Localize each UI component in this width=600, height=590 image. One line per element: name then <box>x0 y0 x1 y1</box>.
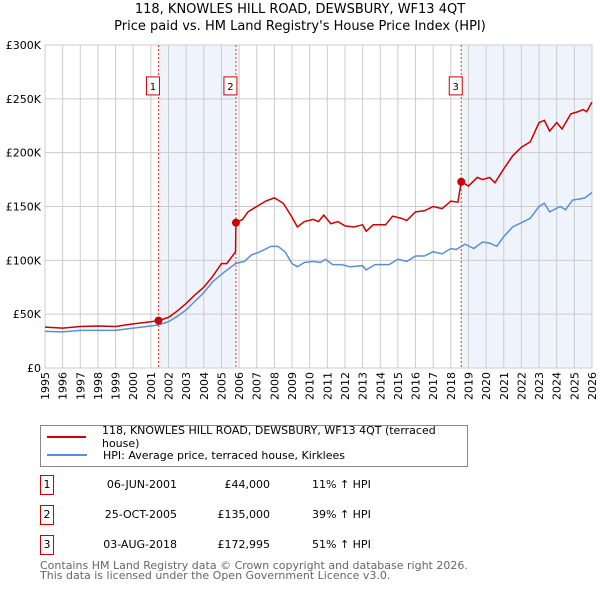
y-tick-label: £0 <box>27 362 41 375</box>
x-tick-label: 1995 <box>39 372 52 400</box>
x-tick-label: 2025 <box>568 372 581 400</box>
x-tick-label: 1998 <box>92 372 105 400</box>
sale-date: 06-JUN-2001 <box>106 478 177 491</box>
legend-label: HPI: Average price, terraced house, Kirk… <box>103 448 346 462</box>
x-tick-label: 2022 <box>515 372 528 400</box>
y-tick-label: £250K <box>6 93 42 106</box>
x-tick-label: 2009 <box>286 372 299 400</box>
sale-price: £135,000 <box>217 508 271 521</box>
x-tick-label: 2026 <box>586 372 599 400</box>
x-tick-label: 2008 <box>268 372 281 400</box>
plot-area: 1995 1996 1997 1998 1999 2000 2001 2002 2003 2004… <box>6 39 599 400</box>
x-tick-label: 1997 <box>74 372 87 400</box>
hpi-line <box>44 191 593 333</box>
sale-price: £172,995 <box>217 538 271 551</box>
x-tick-label: 2023 <box>533 372 546 400</box>
x-tick-label: 2017 <box>427 372 440 400</box>
x-tick-label: 2016 <box>410 372 423 400</box>
sale-marker-label: 1 <box>40 475 54 495</box>
x-tick-label: 2010 <box>304 372 317 400</box>
y-tick-label: £300K <box>6 39 42 52</box>
sale-marker-number: 2 <box>227 82 233 93</box>
sale-hpi-diff: 11% ↑ HPI <box>312 478 371 491</box>
sale-date: 25-OCT-2005 <box>104 508 177 521</box>
x-tick-label: 2013 <box>357 372 370 400</box>
y-tick-label: £150K <box>6 201 42 214</box>
x-tick-label: 1996 <box>57 372 70 400</box>
chart-title: 118, KNOWLES HILL ROAD, DEWSBURY, WF13 4… <box>134 2 466 17</box>
sale-marker-box <box>448 76 463 96</box>
sale-marker-box <box>145 76 160 96</box>
y-tick-label: £50K <box>13 308 42 321</box>
footer-licence: This data is licensed under the Open Gov… <box>40 569 391 582</box>
x-tick-label: 2019 <box>462 372 475 400</box>
sale-marker-label: 2 <box>40 505 54 525</box>
x-tick-label: 2014 <box>374 372 387 400</box>
x-tick-label: 2002 <box>163 372 176 400</box>
x-tick-label: 2012 <box>339 372 352 400</box>
price-paid-line <box>44 101 593 329</box>
y-tick-label: £100K <box>6 254 42 267</box>
sale-row: 2 25-OCT-2005 £135,000 39% ↑ HPI <box>40 505 440 525</box>
plot-border <box>44 44 593 369</box>
legend: 118, KNOWLES HILL ROAD, DEWSBURY, WF13 4… <box>40 424 468 467</box>
y-tick-label: £200K <box>6 147 42 160</box>
x-tick-label: 2024 <box>551 372 564 400</box>
x-tick-label: 2005 <box>215 372 228 400</box>
x-tick-label: 2007 <box>251 372 264 400</box>
x-tick-label: 1999 <box>110 372 123 400</box>
legend-item-hpi: HPI: Average price, terraced house, Kirk… <box>47 447 345 463</box>
sale-marker-box <box>223 76 238 96</box>
sale-hpi-diff: 51% ↑ HPI <box>312 538 371 551</box>
legend-swatch-red <box>47 436 86 438</box>
footer: Contains HM Land Registry data © Crown c… <box>40 559 468 582</box>
legend-item-property: 118, KNOWLES HILL ROAD, DEWSBURY, WF13 4… <box>47 424 467 450</box>
x-tick-label: 2003 <box>180 372 193 400</box>
footer-copyright: Contains HM Land Registry data © Crown c… <box>40 559 468 572</box>
x-tick-label: 2020 <box>480 372 493 400</box>
sale-marker-label: 3 <box>40 535 54 555</box>
x-tick-label: 2021 <box>498 372 511 400</box>
sale-hpi-diff: 39% ↑ HPI <box>312 508 371 521</box>
x-tick-label: 2000 <box>127 372 140 400</box>
sale-price: £44,000 <box>224 478 271 491</box>
legend-swatch-blue <box>47 454 87 456</box>
sale-marker-number: 3 <box>453 82 459 93</box>
x-tick-label: 2006 <box>233 372 246 400</box>
sale-date: 03-AUG-2018 <box>103 538 177 551</box>
sale-row: 3 03-AUG-2018 £172,995 51% ↑ HPI <box>40 535 440 555</box>
sale-marker-number: 1 <box>150 82 156 93</box>
legend-label: 118, KNOWLES HILL ROAD, DEWSBURY, WF13 4… <box>101 424 436 450</box>
x-tick-label: 2004 <box>198 372 211 400</box>
x-tick-label: 2015 <box>392 372 405 400</box>
x-tick-label: 2011 <box>321 372 334 400</box>
chart-subtitle: Price paid vs. HM Land Registry's House … <box>114 19 486 34</box>
sale-point <box>154 316 163 325</box>
x-tick-label: 2018 <box>445 372 458 400</box>
sale-point <box>457 177 466 186</box>
x-tick-label: 2001 <box>145 372 158 400</box>
sale-row: 1 06-JUN-2001 £44,000 11% ↑ HPI <box>40 475 440 495</box>
sale-point <box>231 218 240 227</box>
